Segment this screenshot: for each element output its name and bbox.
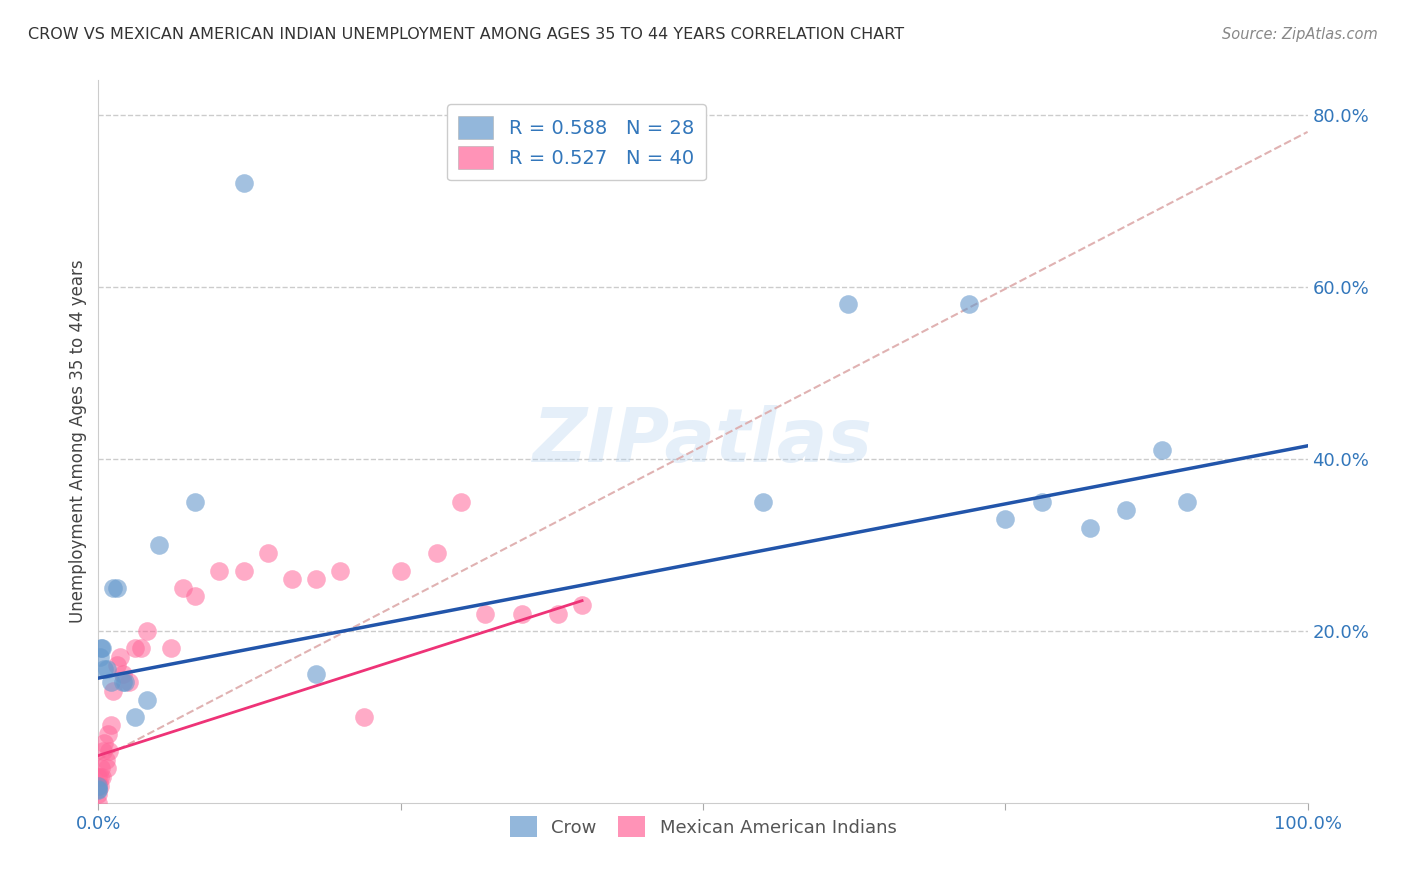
Point	[100, 675, 122, 690]
Point	[389, 564, 412, 578]
Point	[96, 663, 118, 677]
Point	[129, 640, 152, 655]
Point	[148, 538, 170, 552]
Point	[124, 640, 146, 655]
Point	[105, 658, 128, 673]
Point	[97, 727, 120, 741]
Point	[184, 590, 207, 604]
Point	[87, 779, 110, 793]
Point	[96, 761, 118, 775]
Point	[87, 782, 110, 797]
Point	[474, 607, 496, 621]
Point	[89, 779, 111, 793]
Point	[232, 564, 254, 578]
Point	[98, 744, 121, 758]
Point	[87, 787, 110, 801]
Point	[111, 675, 134, 690]
Point	[305, 666, 328, 681]
Point	[450, 494, 472, 508]
Point	[124, 710, 146, 724]
Point	[94, 753, 117, 767]
Point	[105, 581, 128, 595]
Point	[353, 710, 375, 724]
Point	[232, 177, 254, 191]
Point	[118, 675, 141, 690]
Point	[547, 607, 569, 621]
Point	[172, 581, 194, 595]
Point	[329, 564, 352, 578]
Point	[87, 796, 110, 810]
Text: CROW VS MEXICAN AMERICAN INDIAN UNEMPLOYMENT AMONG AGES 35 TO 44 YEARS CORRELATI: CROW VS MEXICAN AMERICAN INDIAN UNEMPLOY…	[28, 27, 904, 42]
Point	[426, 546, 449, 560]
Point	[101, 581, 124, 595]
Point	[89, 770, 111, 784]
Point	[305, 572, 328, 586]
Point	[90, 761, 112, 775]
Point	[91, 770, 114, 784]
Point	[93, 663, 115, 677]
Point	[994, 512, 1017, 526]
Point	[135, 692, 157, 706]
Text: Source: ZipAtlas.com: Source: ZipAtlas.com	[1222, 27, 1378, 42]
Point	[100, 718, 122, 732]
Point	[87, 770, 110, 784]
Point	[91, 744, 114, 758]
Point	[1152, 443, 1174, 458]
Point	[101, 684, 124, 698]
Point	[752, 494, 775, 508]
Text: ZIPatlas: ZIPatlas	[533, 405, 873, 478]
Point	[87, 783, 110, 797]
Point	[957, 297, 980, 311]
Point	[1031, 494, 1053, 508]
Point	[135, 624, 157, 638]
Point	[90, 640, 112, 655]
Point	[160, 640, 183, 655]
Point	[89, 649, 111, 664]
Point	[87, 779, 110, 793]
Point	[111, 666, 134, 681]
Point	[208, 564, 231, 578]
Legend: Crow, Mexican American Indians: Crow, Mexican American Indians	[502, 809, 904, 845]
Point	[1115, 503, 1137, 517]
Point	[256, 546, 278, 560]
Point	[571, 598, 593, 612]
Point	[184, 494, 207, 508]
Point	[510, 607, 533, 621]
Point	[108, 649, 131, 664]
Point	[837, 297, 859, 311]
Point	[281, 572, 304, 586]
Point	[91, 640, 114, 655]
Point	[1175, 494, 1198, 508]
Point	[114, 675, 136, 690]
Y-axis label: Unemployment Among Ages 35 to 44 years: Unemployment Among Ages 35 to 44 years	[69, 260, 87, 624]
Point	[93, 735, 115, 749]
Point	[1078, 520, 1101, 534]
